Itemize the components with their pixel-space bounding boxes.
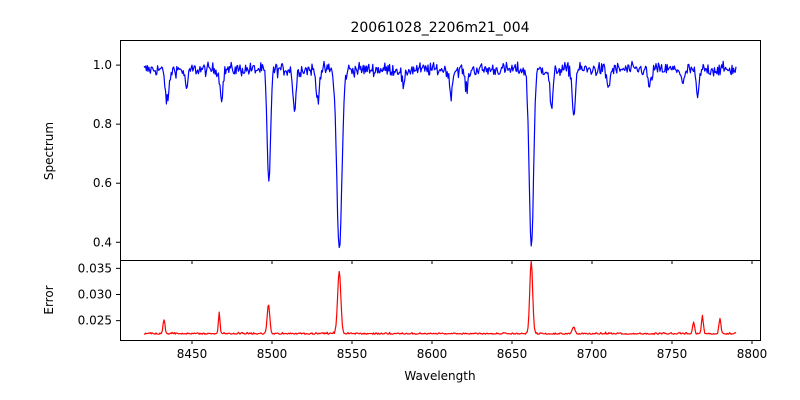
spectrum-y-axis: 0.4 0.6 0.8 1.0 bbox=[93, 58, 120, 249]
error-line bbox=[143, 260, 737, 335]
error-y-tick-label: 0.025 bbox=[78, 314, 112, 328]
spectrum-series bbox=[143, 60, 737, 249]
error-panel: 0.025 0.030 0.035 8450 8500 8550 8600 8650 8700… bbox=[42, 260, 768, 361]
spectrum-y-tick-label: 1.0 bbox=[93, 58, 112, 72]
x-tick-label: 8600 bbox=[417, 347, 448, 361]
x-tick-label: 8750 bbox=[657, 347, 688, 361]
spectrum-y-axis-label: Spectrum bbox=[42, 122, 56, 180]
x-tick-label: 8650 bbox=[497, 347, 528, 361]
spectrum-y-tick-label: 0.8 bbox=[93, 117, 112, 131]
error-x-axis: 8450 8500 8550 8600 8650 8700 8750 8800 bbox=[177, 340, 768, 361]
x-tick-label: 8450 bbox=[177, 347, 208, 361]
spectrum-panel: 0.4 0.6 0.8 1.0 Spectrum bbox=[42, 40, 761, 264]
spectrum-y-tick-label: 0.6 bbox=[93, 176, 112, 190]
chart-title: 20061028_2206m21_004 bbox=[350, 20, 529, 36]
x-tick-label: 8700 bbox=[577, 347, 608, 361]
spectrum-y-tick-label: 0.4 bbox=[93, 235, 112, 249]
error-series bbox=[143, 260, 737, 335]
error-y-tick-label: 0.035 bbox=[78, 261, 112, 275]
spectrum-line bbox=[143, 60, 737, 249]
error-y-axis: 0.025 0.030 0.035 bbox=[78, 261, 120, 328]
error-y-tick-label: 0.030 bbox=[78, 288, 112, 302]
error-y-axis-label: Error bbox=[42, 285, 56, 314]
x-tick-label: 8550 bbox=[337, 347, 368, 361]
x-axis-label: Wavelength bbox=[404, 369, 475, 383]
error-axes-frame bbox=[120, 260, 761, 341]
x-tick-label: 8500 bbox=[257, 347, 288, 361]
x-tick-label: 8800 bbox=[737, 347, 768, 361]
